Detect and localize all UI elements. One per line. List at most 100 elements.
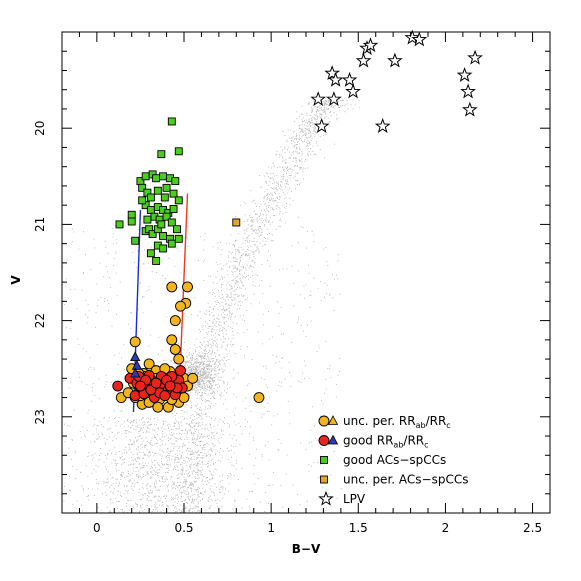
point-good-ac	[174, 196, 183, 205]
point-good-ac	[131, 236, 140, 245]
point-good-ac	[127, 217, 136, 226]
legend-label-text: unc. per. RR	[343, 414, 416, 428]
point-good-ac	[152, 174, 161, 183]
point-lpv	[387, 52, 403, 68]
point-lpv	[326, 91, 342, 107]
legend-label-subscript: ab	[393, 441, 403, 450]
point-good	[164, 380, 176, 392]
point-lpv	[411, 31, 428, 47]
point-lpv	[341, 71, 358, 87]
legend-label-text: /RR	[426, 414, 447, 428]
point-good-ac	[174, 234, 183, 243]
point-lpv	[355, 52, 372, 68]
point-good-ac	[167, 239, 176, 248]
legend-label: good ACs−spCCs	[343, 453, 446, 467]
point-unc	[187, 372, 199, 384]
y-axis-label: V	[9, 275, 23, 285]
series-lpv	[310, 29, 483, 133]
y-tick-label: 20	[33, 121, 47, 136]
point-unc	[152, 401, 164, 413]
y-tick-label: 22	[33, 313, 47, 328]
series-unc-ac	[232, 218, 241, 227]
point-good-ac	[171, 177, 180, 186]
point-good	[159, 390, 171, 402]
point-unc	[166, 281, 178, 293]
point-good-ac	[138, 196, 147, 205]
point-lpv	[456, 67, 473, 82]
legend-symbol	[320, 456, 328, 464]
point-good	[112, 380, 124, 392]
point-unc	[175, 300, 186, 312]
legend-label: unc. per. RRab/RRc	[343, 414, 451, 430]
point-good-ac	[152, 257, 161, 265]
legend-item-good: good RRab/RRc	[318, 434, 429, 450]
legend-item-good-ac: good ACs−spCCs	[320, 453, 446, 467]
legend-symbol	[318, 415, 330, 427]
series-good-c	[130, 351, 143, 378]
legend-label-subscript: c	[424, 441, 428, 450]
point-unc-ac	[232, 218, 241, 227]
legend-label-text: good RR	[343, 434, 393, 448]
variable-stars	[112, 29, 483, 413]
point-lpv	[362, 37, 379, 53]
point-lpv	[460, 83, 476, 99]
point-unc	[169, 315, 181, 327]
point-lpv	[313, 118, 330, 133]
point-good-ac	[167, 117, 176, 126]
point-unc	[253, 392, 265, 404]
point-good-ac	[146, 249, 155, 258]
point-unc	[129, 336, 141, 348]
point-lpv	[345, 83, 361, 99]
point-good-ac	[169, 189, 178, 198]
point-good-ac	[146, 206, 155, 214]
x-tick-label: 1	[267, 521, 275, 535]
point-good-c	[130, 351, 141, 362]
legend-item-lpv: LPV	[318, 490, 366, 506]
point-good	[175, 365, 186, 377]
y-tick-label: 23	[33, 409, 47, 424]
legend-symbol	[318, 490, 334, 506]
legend-label-text: good ACs−spCCs	[343, 453, 446, 467]
series-good	[112, 365, 188, 404]
point-good-ac	[115, 220, 124, 229]
point-good-ac	[162, 212, 171, 221]
point-unc	[173, 353, 185, 365]
legend-symbol	[320, 475, 328, 484]
point-lpv	[310, 91, 327, 107]
point-good-ac	[146, 193, 155, 202]
legend-label: good RRab/RRc	[343, 434, 429, 450]
point-unc	[169, 344, 181, 355]
legend-label-text: /RR	[403, 434, 424, 448]
x-axis-label: B−V	[292, 542, 321, 556]
point-good-ac	[159, 231, 168, 240]
point-unc	[182, 281, 193, 293]
point-good-c	[131, 359, 143, 370]
x-tick-label: 0.5	[174, 521, 193, 535]
point-lpv	[327, 71, 344, 87]
point-good-ac	[141, 172, 150, 181]
point-good	[150, 377, 162, 389]
legend-symbol	[327, 415, 339, 425]
legend-label-subscript: c	[446, 421, 450, 430]
point-good-ac	[157, 220, 166, 229]
x-tick-label: 2.5	[523, 521, 542, 535]
point-lpv	[324, 65, 341, 81]
legend-label: LPV	[343, 492, 366, 506]
point-lpv	[467, 49, 483, 65]
point-good-ac	[162, 183, 171, 192]
series-good-ac	[115, 117, 183, 265]
legend-item-unc-ac: unc. per. ACs−spCCs	[320, 473, 468, 487]
point-good-ac	[127, 210, 136, 219]
x-tick-label: 0	[93, 521, 101, 535]
point-good-ac	[159, 244, 168, 253]
axes: 0 0.5 1 1.5 2 2.5 20 21 22 23	[33, 32, 550, 535]
legend-symbol	[318, 435, 330, 446]
x-tick-label: 2	[442, 521, 450, 535]
point-good-ac	[143, 215, 152, 224]
x-tick-label: 1.5	[349, 521, 368, 535]
point-unc	[143, 358, 155, 370]
point-good-ac	[157, 150, 166, 159]
